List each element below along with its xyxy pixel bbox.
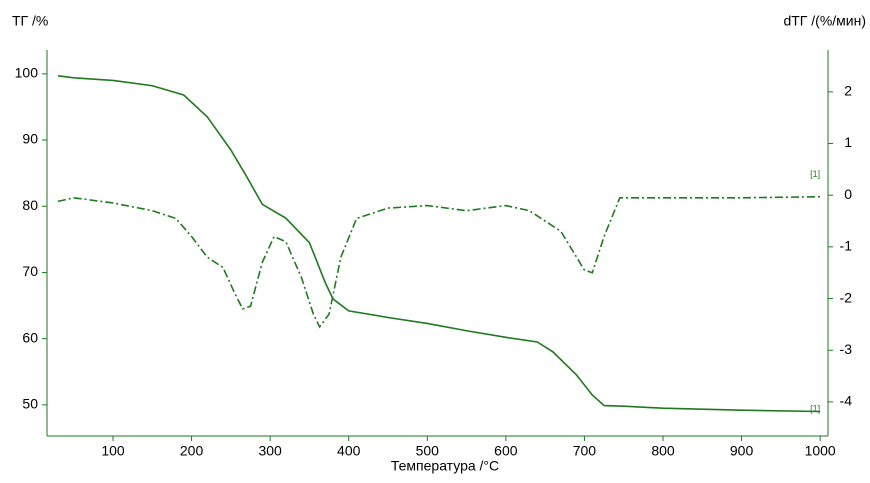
y-axis-title: ТГ /% (12, 13, 48, 29)
series-label: [1] (810, 404, 820, 414)
y2-tick-label: 2 (844, 83, 852, 99)
data-line (57, 75, 821, 413)
y-tick-label: 80 (22, 197, 38, 213)
y2-tick-label: -2 (840, 289, 853, 305)
x-tick-label: 400 (337, 443, 361, 459)
series-label: [1] (810, 169, 820, 179)
y2-tick-label: -1 (840, 238, 853, 254)
y2-tick-label: 1 (844, 134, 852, 150)
x-tick-label: 300 (258, 443, 282, 459)
x-tick-label: 700 (573, 443, 597, 459)
x-tick-label: 800 (651, 443, 675, 459)
y-tick-label: 60 (22, 329, 38, 345)
y2-tick-label: -3 (840, 341, 853, 357)
y2-tick-label: 0 (844, 186, 852, 202)
data-line (57, 195, 821, 329)
y-tick-label: 70 (22, 263, 38, 279)
y2-tick-label: -4 (840, 393, 853, 409)
y-tick-label: 50 (22, 396, 38, 412)
x-axis-title: Температура /°С (391, 458, 499, 474)
y-tick-label: 100 (15, 65, 39, 81)
x-tick-label: 1000 (805, 443, 836, 459)
x-tick-label: 500 (416, 443, 440, 459)
x-tick-label: 600 (494, 443, 518, 459)
x-tick-label: 900 (730, 443, 754, 459)
x-tick-label: 200 (180, 443, 204, 459)
x-tick-label: 100 (101, 443, 125, 459)
y2-axis-title: dТГ /(%/мин) (783, 13, 866, 29)
y-tick-label: 90 (22, 131, 38, 147)
